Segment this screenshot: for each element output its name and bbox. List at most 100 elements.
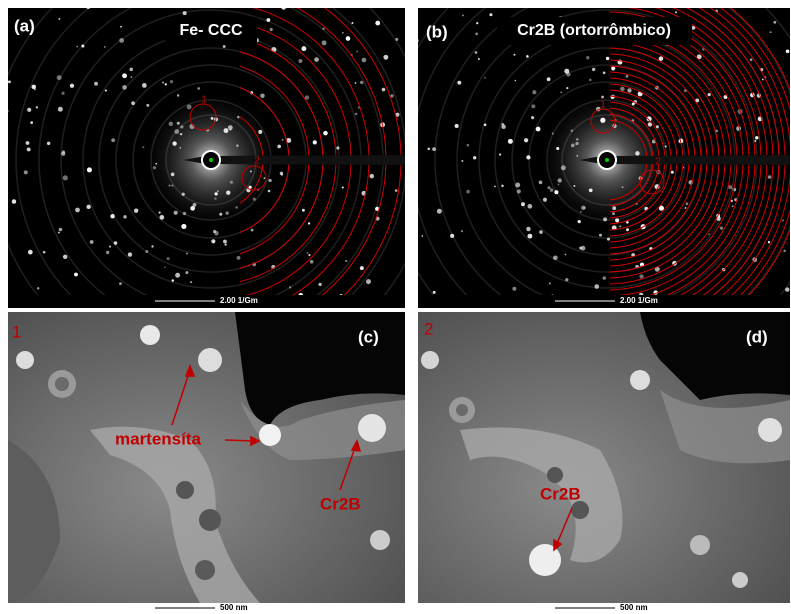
diffraction-spot: [109, 245, 112, 248]
diffraction-spot: [172, 141, 177, 146]
diffraction-spot: [588, 188, 593, 193]
diffraction-spot: [605, 56, 610, 61]
diffraction-spot: [119, 38, 125, 43]
diffraction-spot: [708, 233, 710, 236]
diffraction-spot: [26, 147, 31, 152]
diffraction-spot: [171, 279, 175, 282]
diffraction-spot: [685, 202, 689, 206]
diffraction-spot: [421, 235, 424, 237]
diffraction-spot: [785, 287, 790, 292]
diffraction-spot: [309, 259, 314, 264]
arrows: [171, 363, 362, 491]
diffraction-spot: [0, 270, 2, 274]
diffraction-spot: [152, 165, 157, 170]
diffraction-spot: [356, 50, 358, 53]
diffraction-spot: [179, 147, 182, 149]
diffraction-spot: [164, 266, 166, 269]
diffraction-spot: [457, 80, 462, 85]
diffraction-spot: [565, 278, 569, 282]
panel-label: (b): [426, 22, 448, 41]
scale-label: 2.00 1/Gm: [220, 296, 258, 305]
diffraction-spot: [589, 78, 592, 82]
diffraction-spot: [707, 93, 711, 97]
diffraction-spot: [432, 147, 437, 152]
diffraction-spot: [27, 249, 33, 255]
title-box: [165, 17, 257, 45]
diffraction-spot: [23, 170, 28, 175]
diffraction-spot: [599, 233, 602, 237]
diffraction-spot: [454, 123, 459, 129]
diffraction-spot: [627, 88, 632, 93]
diffraction-spot: [237, 115, 240, 119]
diffraction-spot: [56, 75, 62, 81]
diffraction-spot: [345, 36, 351, 41]
diffraction-spot: [466, 143, 470, 147]
diffraction-spot: [222, 45, 226, 48]
diffraction-spot: [42, 251, 46, 254]
diffraction-spot: [461, 160, 464, 163]
annotation: Cr2B: [540, 484, 581, 503]
diffraction-spot: [654, 266, 660, 272]
diffraction-spot: [223, 239, 227, 244]
diffraction-spot: [197, 87, 201, 90]
diffraction-spot: [120, 25, 122, 28]
diffraction-spot: [670, 170, 674, 174]
diffraction-spot: [476, 22, 479, 25]
diffraction-spot: [210, 116, 214, 120]
diffraction-spot: [684, 206, 687, 209]
diffraction-spot: [122, 85, 127, 90]
diffraction-spot: [416, 225, 418, 227]
diffraction-spot: [277, 144, 281, 149]
diffraction-spot: [182, 2, 184, 4]
diffraction-spot: [168, 184, 171, 187]
diffraction-spot: [25, 141, 30, 145]
diffraction-spot: [229, 180, 233, 184]
diffraction-spot: [176, 94, 180, 97]
diffraction-spot: [110, 214, 115, 219]
diffraction-spot: [731, 205, 734, 208]
diffraction-spot: [450, 233, 455, 238]
diffraction-spot: [730, 199, 733, 203]
diffraction-spot: [390, 94, 394, 98]
diffraction-spot: [361, 57, 367, 63]
diffraction-spot: [547, 186, 551, 190]
diffraction-spot: [625, 75, 629, 78]
scale-label: 500 nm: [220, 603, 248, 612]
diffraction-spot: [583, 206, 586, 210]
diffraction-spot: [606, 237, 610, 241]
diffraction-spot: [69, 83, 75, 88]
diffraction-spot: [58, 227, 63, 232]
diffraction-spot: [619, 225, 622, 228]
diffraction-spot: [691, 25, 696, 30]
tem-image: [418, 312, 790, 603]
diffraction-spot: [260, 93, 265, 99]
panel-title: Fe- CCC: [179, 22, 243, 39]
diffraction-spot: [11, 199, 17, 204]
diffraction-spot: [483, 123, 487, 127]
diffraction-spot: [354, 112, 358, 116]
diffraction-spot: [227, 125, 233, 130]
diffraction-spot: [226, 190, 231, 195]
diffraction-spot: [611, 225, 617, 231]
diffraction-spot: [162, 81, 165, 84]
spot-circle: [590, 108, 616, 134]
diffraction-spot: [658, 205, 664, 211]
diffraction-spot: [322, 27, 325, 30]
diffraction-spot: [304, 95, 310, 100]
diffraction-spot: [323, 130, 328, 136]
diffraction-spot: [575, 141, 579, 146]
diffraction-spot: [785, 49, 790, 54]
diffraction-spot: [123, 215, 127, 219]
diffraction-spot: [513, 53, 516, 56]
panel-label: (d): [746, 327, 768, 346]
diffraction-spot: [576, 154, 579, 157]
diffraction-spot: [127, 252, 133, 257]
diffraction-spot: [130, 76, 133, 78]
diffraction-spot: [225, 211, 229, 215]
diffraction-spot: [556, 146, 560, 151]
diffraction-spot: [570, 129, 574, 133]
diffraction-spot: [211, 239, 216, 244]
diffraction-spot: [554, 190, 559, 195]
diffraction-spot: [538, 180, 543, 185]
